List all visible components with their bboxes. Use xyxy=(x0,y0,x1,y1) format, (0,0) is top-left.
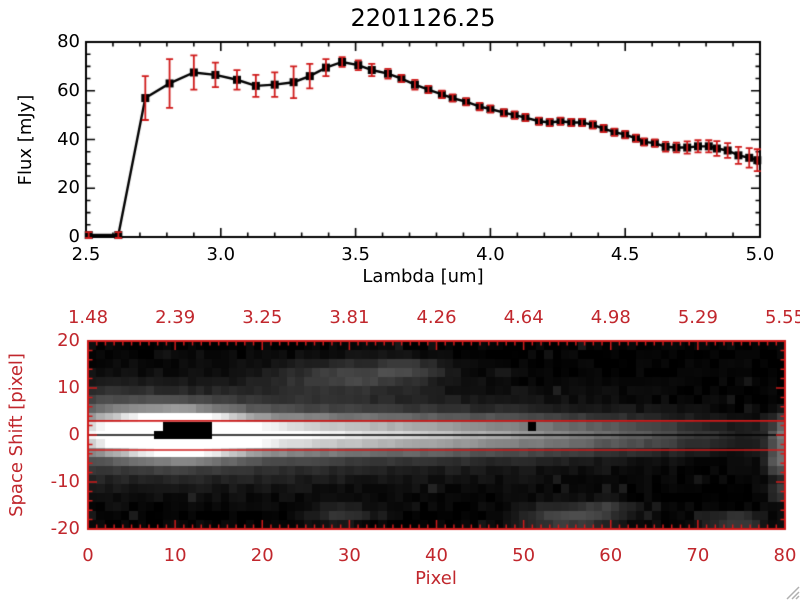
wavelength-tick-label: 5.29 xyxy=(677,307,718,328)
wavelength-tick-label: 5.55 xyxy=(764,307,800,328)
pixel-tick-label: 80 xyxy=(773,545,797,566)
space-shift-tick-label: -20 xyxy=(50,518,80,539)
resize-grip-icon[interactable] xyxy=(783,583,800,600)
wavelength-tick-label: 4.26 xyxy=(416,307,457,328)
space-shift-tick-label: 10 xyxy=(57,377,80,398)
lambda-tick-label: 3.0 xyxy=(206,244,236,265)
pixel-tick-label: 30 xyxy=(337,545,361,566)
pixel-tick-label: 50 xyxy=(512,545,536,566)
wavelength-tick-label: 1.48 xyxy=(67,307,109,328)
lambda-tick-label: 4.0 xyxy=(476,244,505,265)
pixel-tick-label: 10 xyxy=(163,545,187,566)
pixel-tick-label: 20 xyxy=(250,545,274,566)
pixel-axis-label: Pixel xyxy=(415,568,457,589)
wavelength-tick-label: 2.39 xyxy=(155,307,196,328)
space-shift-axis-label: Space Shift [pixel] xyxy=(6,353,27,517)
lambda-axis-label: Lambda [um] xyxy=(362,266,484,287)
flux-tick-label: 60 xyxy=(57,79,80,101)
flux-tick-label: 80 xyxy=(57,31,80,52)
wavelength-tick-label: 3.25 xyxy=(242,307,283,328)
wavelength-tick-label: 4.98 xyxy=(590,307,631,328)
space-shift-tick-label: -10 xyxy=(50,471,80,492)
lambda-tick-label: 3.5 xyxy=(341,244,370,265)
lambda-tick-label: 4.5 xyxy=(610,244,640,265)
wavelength-tick-label: 4.64 xyxy=(503,307,544,328)
wavelength-tick-label: 3.81 xyxy=(329,307,370,328)
lambda-tick-label: 5.0 xyxy=(745,244,775,265)
pixel-tick-label: 60 xyxy=(599,545,623,566)
flux-tick-label: 40 xyxy=(57,128,80,150)
lambda-tick-label: 2.5 xyxy=(71,244,101,265)
flux-tick-label: 20 xyxy=(57,177,80,199)
space-shift-tick-label: 20 xyxy=(57,330,80,351)
flux-axis-label: Flux [mJy] xyxy=(15,94,36,186)
space-shift-tick-label: 0 xyxy=(68,424,80,445)
chart-title: 2201126.25 xyxy=(350,4,496,32)
pixel-tick-label: 0 xyxy=(82,545,94,566)
flux-tick-label: 0 xyxy=(68,226,80,247)
pixel-tick-label: 70 xyxy=(686,545,710,566)
pixel-tick-label: 40 xyxy=(425,545,448,566)
